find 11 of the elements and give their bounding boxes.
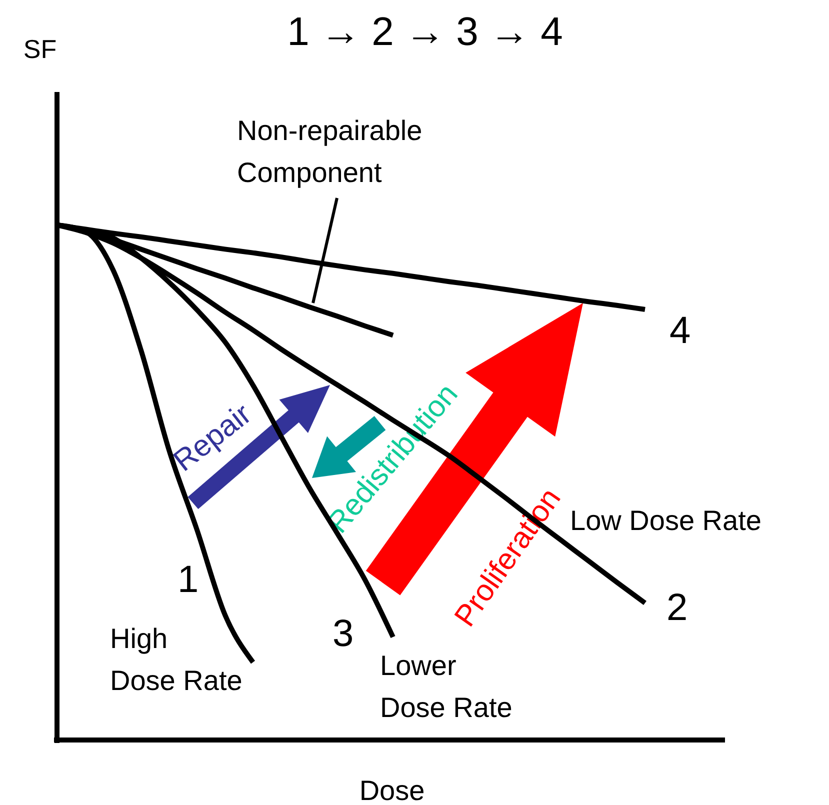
annotation: 1 [177, 559, 199, 601]
series-label: Lower Dose Rate [380, 650, 512, 723]
text: Non-repairable Component [237, 115, 422, 188]
annotation: 3 [332, 613, 354, 655]
annotation: 4 [669, 310, 691, 352]
text: SF [23, 34, 57, 64]
series-label: Low Dose Rate [570, 505, 762, 536]
x-axis-title: Dose [359, 775, 425, 805]
series-label: High Dose Rate [110, 623, 242, 696]
annotation: 2 [666, 587, 688, 629]
chart-title: 1 → 2 → 3 → 4 [287, 10, 563, 54]
